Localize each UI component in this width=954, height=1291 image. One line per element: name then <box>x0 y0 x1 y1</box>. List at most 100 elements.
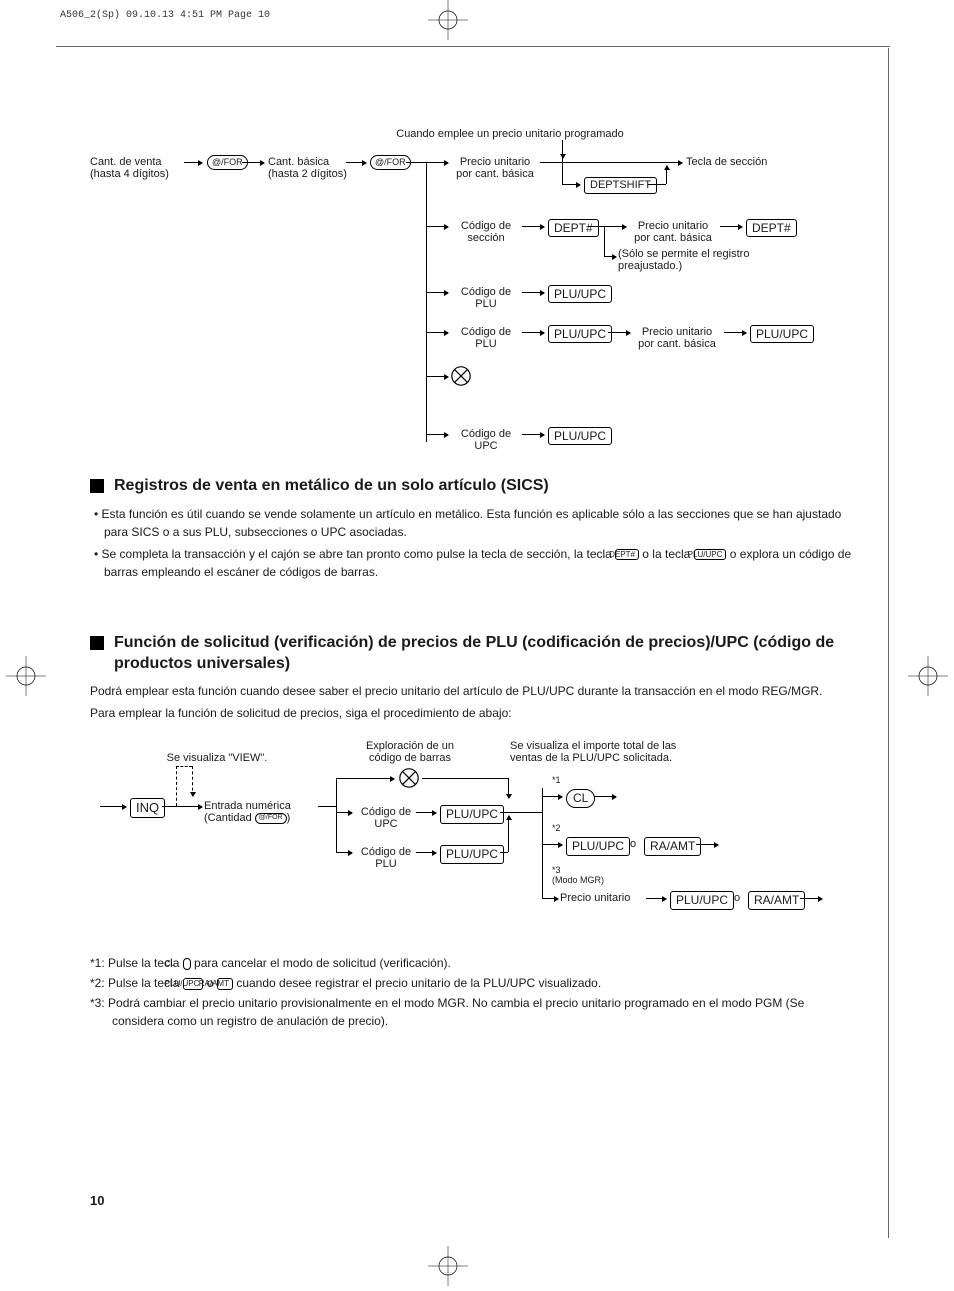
d2-cap-left: Se visualiza "VIEW". <box>152 752 282 764</box>
d2-cap-right: Se visualiza el importe total de las ven… <box>510 740 740 764</box>
lbl: Exploración de un <box>366 740 454 752</box>
arrow <box>426 162 448 163</box>
d2-or-1: o <box>630 838 636 850</box>
lbl: (hasta 2 dígitos) <box>268 168 347 180</box>
reg-mark-left <box>6 656 46 696</box>
inquiry-p2: Para emplear la función de solicitud de … <box>90 704 854 722</box>
d1-section-code: Código de sección <box>450 220 522 244</box>
key-pluupc-3: PLU/UPC <box>750 325 814 343</box>
lbl: UPC <box>374 818 397 830</box>
sics-bullets: Esta función es útil cuando se vende sol… <box>94 505 854 581</box>
d1-unit-price-1: Precio unitario por cant. básica <box>450 156 540 180</box>
key-pluupc-d2-4: PLU/UPC <box>670 891 734 909</box>
lbl: PLU <box>375 858 396 870</box>
key-raamt-1: RA/AMT <box>644 837 701 855</box>
arrow <box>608 332 630 333</box>
d1-plu-code-2: Código de PLU <box>450 326 522 350</box>
arrow <box>426 332 448 333</box>
d1-plu-code-1: Código de PLU <box>450 286 522 310</box>
arrow <box>646 898 666 899</box>
lbl: preajustado.) <box>618 260 682 272</box>
print-header: A506_2(Sp) 09.10.13 4:51 PM Page 10 <box>60 10 270 21</box>
line <box>540 162 562 163</box>
lbl: por cant. básica <box>456 168 534 180</box>
key-cl-inline: CL <box>183 958 191 970</box>
line <box>336 778 337 852</box>
lbl: PLU <box>475 298 496 310</box>
arrow <box>542 844 562 845</box>
section-title-inquiry: Función de solicitud (verificación) de p… <box>90 633 854 675</box>
lbl: Se visualiza el importe total de las <box>510 740 676 752</box>
line <box>500 852 508 853</box>
line <box>588 226 604 227</box>
lbl: sección <box>467 232 504 244</box>
arrow <box>242 162 264 163</box>
bullet-square-icon <box>90 479 104 493</box>
arrow <box>542 898 558 899</box>
key-raamt-inline: RA/AMT <box>217 978 233 990</box>
lbl: Código de <box>461 326 511 338</box>
section-heading-inquiry: Función de solicitud (verificación) de p… <box>114 633 854 675</box>
line <box>426 162 427 442</box>
d2-star3: *3 (Modo MGR) <box>552 866 604 886</box>
d2-plu-code: Código de PLU <box>354 846 418 870</box>
lbl: Código de <box>461 286 511 298</box>
barcode-scan-icon <box>450 365 472 387</box>
lbl: Precio unitario <box>642 326 712 338</box>
arrow <box>336 778 394 779</box>
key-pluupc-inline: PLU/UPC <box>694 549 727 561</box>
arrow <box>604 256 616 257</box>
page-content: Cuando emplee un precio unitario program… <box>54 48 890 1238</box>
arrow <box>184 162 202 163</box>
line <box>318 806 336 807</box>
lbl: (Modo MGR) <box>552 875 604 885</box>
arrow <box>426 434 448 435</box>
flow-diagram-1: Cuando emplee un precio unitario program… <box>90 128 854 458</box>
key-atfor-inline: @/FOR <box>255 813 287 823</box>
flow-diagram-2: Se visualiza "VIEW". Exploración de un c… <box>90 734 854 934</box>
lbl: Cant. básica <box>268 156 329 168</box>
bullet-square-icon <box>90 636 104 650</box>
line <box>508 816 509 852</box>
barcode-scan-icon-2 <box>398 767 420 789</box>
lbl: ventas de la PLU/UPC solicitada. <box>510 752 672 764</box>
key-pluupc-4: PLU/UPC <box>548 427 612 445</box>
line <box>508 778 509 798</box>
key-cl: CL <box>566 789 595 807</box>
lbl: Precio unitario <box>638 220 708 232</box>
lbl: Código de <box>461 428 511 440</box>
lbl: código de barras <box>369 752 451 764</box>
line <box>406 162 426 163</box>
key-deptshift: DEPTSHIFT <box>584 177 657 194</box>
lbl: PLU <box>475 338 496 350</box>
arrow <box>100 806 126 807</box>
arrow <box>426 292 448 293</box>
d1-section-key: Tecla de sección <box>686 156 796 168</box>
line <box>542 788 543 898</box>
d2-unit-price: Precio unitario <box>560 892 646 904</box>
arrow <box>542 796 562 797</box>
line <box>176 766 192 767</box>
lbl: Código de <box>361 806 411 818</box>
lbl: Código de <box>461 220 511 232</box>
line <box>666 166 667 184</box>
d1-preset-note: (Sólo se permite el registro preajustado… <box>618 248 798 272</box>
d2-upc-code: Código de UPC <box>354 806 418 830</box>
lbl: Código de <box>361 846 411 858</box>
lbl: Entrada numérica <box>204 800 291 812</box>
section-title-sics: Registros de venta en metálico de un sol… <box>90 476 854 497</box>
key-pluupc-d2-2: PLU/UPC <box>440 845 504 863</box>
key-dept-1: DEPT# <box>548 219 599 237</box>
arrow <box>522 292 544 293</box>
line <box>162 806 184 807</box>
inquiry-p1: Podrá emplear esta función cuando desee … <box>90 682 854 700</box>
line <box>562 140 563 158</box>
crop-line-top <box>56 46 890 47</box>
arrow <box>184 806 202 807</box>
key-inq: INQ <box>130 798 165 818</box>
key-raamt-2: RA/AMT <box>748 891 805 909</box>
reg-mark-top <box>428 0 468 40</box>
key-pluupc-1: PLU/UPC <box>548 285 612 303</box>
d1-unit-price-3: Precio unitario por cant. básica <box>632 326 722 350</box>
line <box>192 766 193 796</box>
